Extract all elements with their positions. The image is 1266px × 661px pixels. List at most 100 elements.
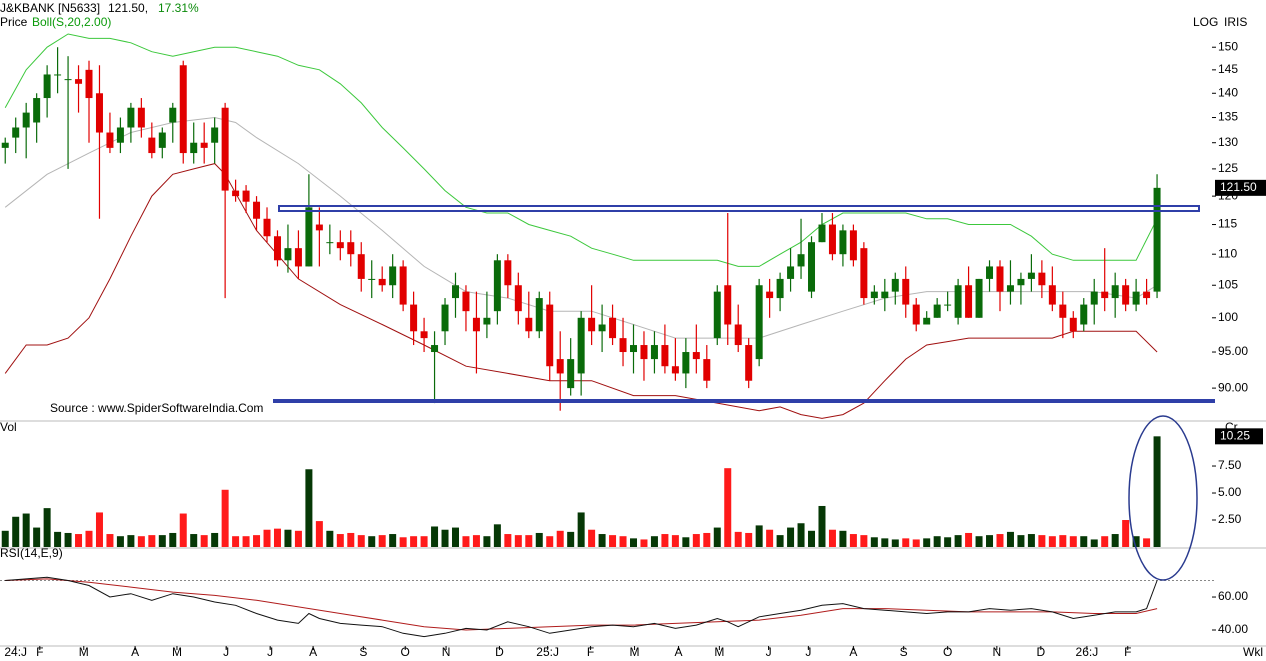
- volume-bar: [95, 512, 103, 547]
- volume-bar: [294, 530, 302, 547]
- candle-body: [535, 298, 543, 332]
- volume-bar: [535, 532, 543, 547]
- candle-body: [797, 254, 805, 267]
- volume-bar: [682, 537, 690, 547]
- candle-body: [368, 278, 376, 280]
- volume-bar: [546, 536, 554, 547]
- candle-body: [1006, 285, 1014, 292]
- y-tick-label: 60.00: [1218, 589, 1248, 603]
- volume-bar: [431, 526, 439, 547]
- volume-bar: [148, 535, 156, 547]
- x-tick-label: O: [943, 645, 952, 659]
- candle-body: [200, 142, 208, 148]
- candle-body: [1143, 291, 1151, 299]
- candle-body: [294, 248, 302, 267]
- candle-body: [724, 285, 732, 325]
- volume-bar: [713, 527, 721, 547]
- candle-body: [1069, 317, 1077, 332]
- volume-bar: [33, 527, 41, 547]
- candle-body: [546, 304, 554, 367]
- volume-bar: [692, 534, 700, 547]
- candle-body: [630, 345, 638, 353]
- volume-bar: [944, 537, 952, 547]
- volume-bar: [284, 529, 292, 547]
- candle-body: [734, 324, 742, 346]
- candle-body: [357, 254, 365, 279]
- candle-body: [326, 242, 334, 244]
- volume-bar: [1090, 539, 1098, 547]
- candle-body: [493, 260, 501, 312]
- volume-bar: [1132, 536, 1140, 547]
- last-price-label: 121.50: [1220, 180, 1257, 194]
- y-tick-label: 140: [1218, 85, 1238, 99]
- volume-bar: [598, 534, 606, 547]
- candle-body: [923, 317, 931, 325]
- candle-body: [441, 304, 449, 332]
- volume-bar: [912, 539, 920, 547]
- volume-bar: [661, 534, 669, 547]
- volume-bar: [357, 535, 365, 547]
- period-label: Wkl: [1243, 645, 1263, 659]
- y-tick-label: 135: [1218, 110, 1238, 124]
- candle-body: [242, 190, 250, 202]
- candle-body: [567, 359, 575, 389]
- volume-bar: [116, 536, 124, 547]
- volume-bar: [451, 527, 459, 547]
- volume-bar: [462, 536, 470, 547]
- volume-bar: [75, 534, 83, 547]
- price-label: Price: [0, 15, 28, 29]
- candle-body: [483, 317, 491, 325]
- y-tick-label: 95.00: [1218, 344, 1248, 358]
- resistance-line: [278, 205, 1200, 212]
- candle-body: [713, 291, 721, 339]
- volume-bar: [849, 534, 857, 547]
- x-tick-label: F: [36, 645, 43, 659]
- volume-bar: [671, 535, 679, 547]
- volume-last-label: 10.25: [1220, 429, 1250, 443]
- y-tick-label: 40.00: [1218, 622, 1248, 636]
- candle-body: [148, 137, 156, 154]
- candle-body: [609, 317, 617, 339]
- x-tick-label: 24:J: [4, 645, 27, 659]
- candle-body: [190, 142, 198, 154]
- indicator-line: [5, 578, 1158, 631]
- candle-body: [420, 331, 428, 339]
- y-tick-label: 2.50: [1218, 512, 1242, 526]
- candle-body: [472, 317, 480, 332]
- volume-bar: [1153, 436, 1161, 547]
- candle-body: [451, 285, 459, 299]
- volume-bar: [933, 536, 941, 547]
- candle-body: [577, 317, 585, 374]
- volume-bar: [1122, 520, 1130, 547]
- x-tick-label: M: [172, 645, 182, 659]
- candle-body: [776, 278, 784, 299]
- y-tick-label: 7.50: [1218, 458, 1242, 472]
- volume-bar: [493, 524, 501, 547]
- last-price-box: [1215, 179, 1266, 196]
- candle-body: [650, 345, 658, 360]
- candle-body: [692, 352, 700, 360]
- volume-bar: [975, 536, 983, 547]
- candle-body: [504, 260, 512, 286]
- volume-bar: [127, 535, 135, 547]
- candle-body: [305, 207, 313, 267]
- x-tick-label: F: [1124, 645, 1131, 659]
- candle-body: [431, 345, 439, 353]
- source: Source : www.SpiderSoftwareIndia.Com: [50, 401, 263, 415]
- volume-bar: [305, 469, 313, 547]
- volume-bar: [1111, 534, 1119, 547]
- candle-body: [514, 285, 522, 312]
- x-tick-label: J: [223, 645, 229, 659]
- volume-bar: [1101, 536, 1109, 547]
- volume-bar: [441, 529, 449, 547]
- volume-bar: [787, 527, 795, 547]
- volume-bar: [1038, 535, 1046, 547]
- candle-body: [996, 266, 1004, 292]
- candle-body: [766, 291, 774, 299]
- volume-last-box: [1215, 428, 1263, 445]
- volume-bar: [504, 534, 512, 547]
- x-tick-label: A: [675, 645, 683, 659]
- candle-body: [273, 236, 281, 261]
- volume-bar: [420, 536, 428, 547]
- volume-bar: [399, 537, 407, 547]
